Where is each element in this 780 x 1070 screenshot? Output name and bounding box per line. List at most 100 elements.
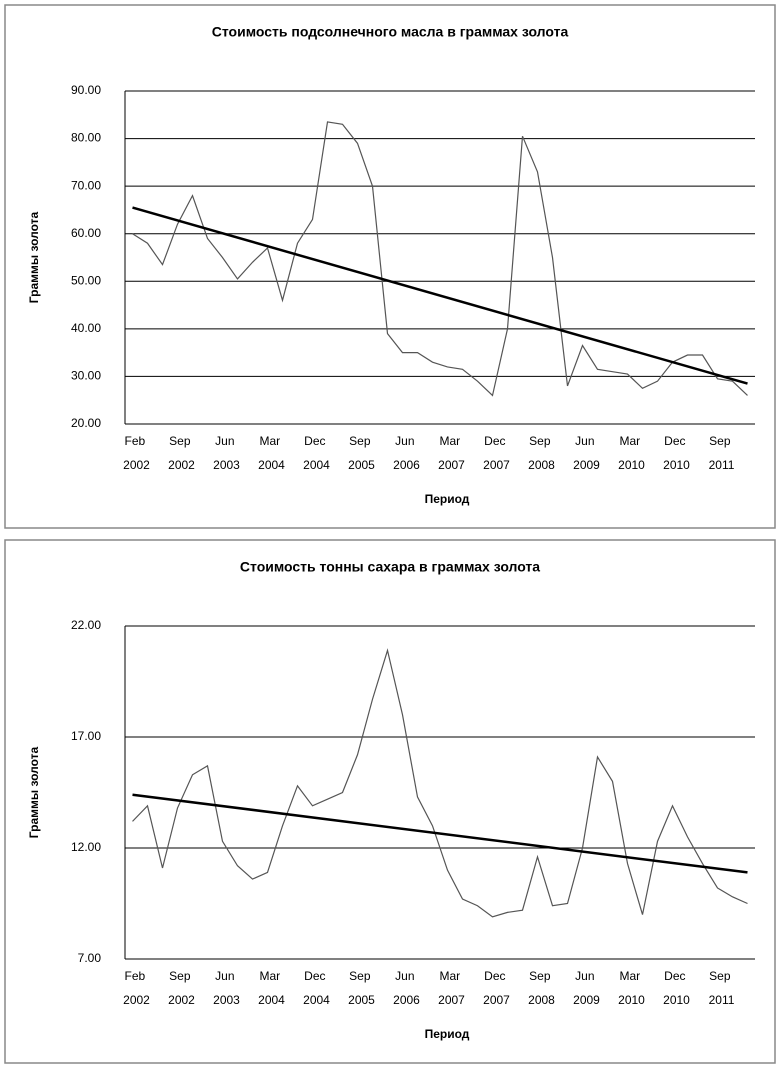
x-tick-label-line: 2008 (528, 458, 555, 472)
x-tick-label: Jun 2009 (573, 434, 600, 472)
x-tick-label-line: Sep (169, 434, 194, 448)
x-tick-label-line: Sep (169, 969, 194, 983)
chart-frame (4, 4, 776, 529)
x-tick-label-line: 2002 (168, 458, 195, 472)
x-tick-label: Jun 2006 (393, 969, 420, 1007)
x-tick-label-line: Sep (709, 969, 734, 983)
x-tick-label-line: Dec (484, 969, 509, 983)
x-tick-label-line: Jun (215, 434, 238, 448)
x-tick-label-line: Mar (620, 969, 644, 983)
x-tick-label-line: 2004 (258, 993, 285, 1007)
x-tick-label-line: 2005 (348, 993, 375, 1007)
x-tick-label-line: Jun (575, 969, 598, 983)
x-tick-label-line: Dec (304, 969, 329, 983)
x-tick-label-line: Sep (709, 434, 734, 448)
x-tick-label-line: Mar (440, 969, 464, 983)
chart-frame (4, 539, 776, 1064)
data-line (132, 648, 748, 918)
x-tick-label-line: Jun (395, 969, 418, 983)
x-tick-label: Feb 2002 (123, 969, 150, 1007)
x-tick-label-line: 2004 (303, 993, 330, 1007)
x-tick-label-line: 2011 (709, 458, 735, 472)
x-tick-label-line: 2007 (438, 458, 465, 472)
x-tick-label-line: 2002 (168, 993, 195, 1007)
x-tick-label-line: Sep (529, 434, 554, 448)
x-tick-label-line: Mar (620, 434, 644, 448)
x-tick-label: Mar 2004 (258, 434, 285, 472)
x-tick-label-line: 2008 (528, 993, 555, 1007)
x-tick-label: Dec 2010 (663, 969, 690, 1007)
x-tick-label: Jun 2009 (573, 969, 600, 1007)
x-tick-label-line: 2007 (438, 993, 465, 1007)
x-tick-label-line: Mar (260, 969, 284, 983)
x-tick-label-line: 2003 (213, 993, 240, 1007)
x-tick-label-line: 2010 (618, 993, 645, 1007)
x-tick-label-line: Dec (304, 434, 329, 448)
x-tick-label: Sep 2002 (168, 434, 195, 472)
x-axis-title: Период (425, 1027, 470, 1041)
y-axis-title: Граммы золота (27, 211, 41, 303)
x-tick-label: Sep 2005 (348, 969, 375, 1007)
x-tick-label-line: Dec (664, 969, 689, 983)
x-tick-label: Dec 2007 (483, 969, 510, 1007)
x-tick-label-line: 2002 (123, 458, 150, 472)
x-tick-label: Sep 2005 (348, 434, 375, 472)
x-tick-label: Sep 2008 (528, 434, 555, 472)
trend-line (132, 793, 748, 874)
x-tick-label-line: Jun (575, 434, 598, 448)
y-tick-label: 80.00 (71, 131, 101, 145)
x-tick-label-line: 2004 (303, 458, 330, 472)
y-tick-label: 70.00 (71, 178, 101, 192)
x-tick-label-line: 2011 (709, 993, 735, 1007)
y-axis-title: Граммы золота (27, 746, 41, 838)
x-tick-label-line: Mar (260, 434, 284, 448)
x-tick-label-line: 2006 (393, 458, 420, 472)
x-tick-label-line: Sep (349, 434, 374, 448)
x-tick-label-line: Mar (440, 434, 464, 448)
x-tick-label-line: 2007 (483, 458, 510, 472)
y-tick-label: 60.00 (71, 226, 101, 240)
x-tick-label: Mar 2010 (618, 969, 645, 1007)
x-tick-label: Mar 2010 (618, 434, 645, 472)
chart-title: Стоимость подсолнечного масла в граммах … (212, 24, 569, 40)
x-tick-label-line: Jun (215, 969, 238, 983)
x-tick-label-line: Jun (395, 434, 418, 448)
x-tick-label-line: 2006 (393, 993, 420, 1007)
chart-title: Стоимость тонны сахара в граммах золота (240, 559, 540, 575)
x-tick-label: Dec 2007 (483, 434, 510, 472)
x-tick-label-line: 2009 (573, 993, 600, 1007)
y-tick-label: 50.00 (71, 273, 101, 287)
x-tick-label-line: Sep (349, 969, 374, 983)
y-tick-label: 22.00 (71, 618, 101, 632)
x-tick-label: Mar 2004 (258, 969, 285, 1007)
x-tick-label-line: 2007 (483, 993, 510, 1007)
x-tick-label: Feb 2002 (123, 434, 150, 472)
y-tick-label: 17.00 (71, 729, 101, 743)
x-tick-label: Mar 2007 (438, 969, 465, 1007)
x-tick-label-line: 2002 (123, 993, 150, 1007)
x-tick-label-line: 2004 (258, 458, 285, 472)
trend-line (132, 206, 748, 385)
y-tick-label: 30.00 (71, 369, 101, 383)
x-tick-label-line: 2005 (348, 458, 375, 472)
x-tick-label-line: Feb (124, 969, 148, 983)
x-tick-label-line: Feb (124, 434, 148, 448)
x-tick-label-line: Dec (484, 434, 509, 448)
x-axis-title: Период (425, 492, 470, 506)
y-tick-label: 7.00 (78, 951, 102, 965)
x-tick-label-line: 2003 (213, 458, 240, 472)
x-tick-label: Jun 2006 (393, 434, 420, 472)
x-tick-label: Jun 2003 (213, 434, 240, 472)
x-tick-label: Sep 2002 (168, 969, 195, 1007)
x-tick-label: Sep 2011 (709, 434, 735, 472)
y-tick-label: 12.00 (71, 840, 101, 854)
x-tick-label-line: 2010 (663, 458, 690, 472)
x-tick-label: Dec 2004 (303, 969, 330, 1007)
x-tick-label: Sep 2011 (709, 969, 735, 1007)
x-tick-label-line: 2010 (663, 993, 690, 1007)
y-tick-label: 20.00 (71, 416, 101, 430)
x-tick-label-line: 2010 (618, 458, 645, 472)
x-tick-label: Jun 2003 (213, 969, 240, 1007)
